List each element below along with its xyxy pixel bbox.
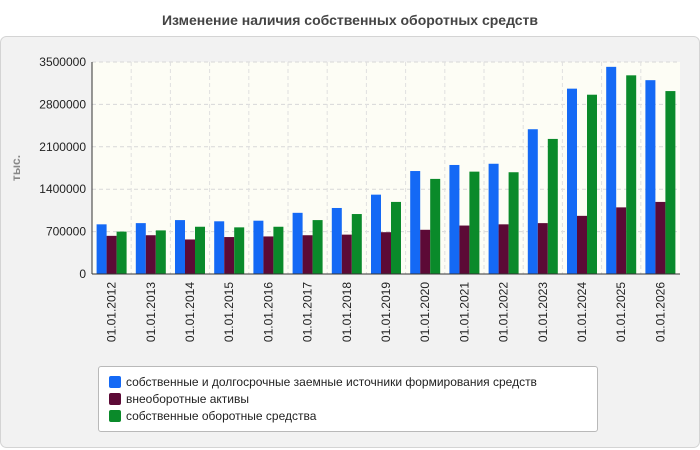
bar-3-01.01.2013 (155, 230, 166, 274)
bar-2-01.01.2016 (263, 236, 274, 274)
y-tick-label: 2100000 (39, 140, 86, 154)
x-tick-label: 01.01.2018 (340, 282, 354, 342)
bar-3-01.01.2021 (469, 171, 480, 274)
bar-1-01.01.2019 (371, 194, 381, 274)
legend: собственные и долгосрочные заемные источ… (98, 366, 598, 432)
bar-3-01.01.2023 (547, 138, 558, 274)
bar-3-01.01.2018 (351, 214, 362, 274)
x-tick-label: 01.01.2025 (614, 282, 628, 342)
bar-1-01.01.2021 (449, 164, 460, 274)
bar-1-01.01.2023 (527, 129, 538, 274)
bar-1-01.01.2012 (96, 224, 107, 274)
bar-1-01.01.2024 (567, 88, 577, 274)
legend-swatch-1 (109, 375, 121, 388)
bar-3-01.01.2012 (116, 231, 127, 274)
x-tick-label: 01.01.2012 (105, 282, 119, 342)
bar-3-01.01.2015 (234, 227, 245, 274)
bar-2-01.01.2026 (655, 201, 666, 274)
legend-swatch-2 (109, 392, 121, 405)
bar-2-01.01.2025 (616, 207, 627, 274)
x-tick-label: 01.01.2014 (183, 282, 197, 342)
bar-3-01.01.2026 (665, 91, 676, 275)
bar-2-01.01.2023 (537, 223, 548, 274)
legend-item-3: собственные оборотные средства (109, 407, 587, 424)
bar-2-01.01.2021 (459, 225, 470, 274)
x-tick-label: 01.01.2017 (301, 282, 315, 342)
bar-3-01.01.2017 (312, 220, 323, 274)
bar-2-01.01.2017 (302, 235, 313, 274)
y-tick-label: 3500000 (39, 55, 86, 69)
bar-2-01.01.2022 (498, 224, 509, 274)
bar-2-01.01.2014 (185, 239, 195, 274)
bar-1-01.01.2016 (253, 220, 264, 274)
bar-2-01.01.2020 (420, 229, 431, 274)
bar-3-01.01.2020 (430, 178, 441, 274)
x-tick-label: 01.01.2024 (575, 282, 589, 342)
x-tick-label: 01.01.2021 (457, 282, 471, 342)
bar-2-01.01.2012 (106, 235, 117, 274)
bar-3-01.01.2024 (587, 94, 597, 274)
bar-1-01.01.2026 (645, 80, 656, 275)
bar-3-01.01.2022 (508, 172, 519, 274)
x-tick-label: 01.01.2020 (418, 282, 432, 342)
bar-3-01.01.2019 (391, 201, 401, 274)
y-tick-label: 700000 (46, 225, 86, 239)
y-tick-label: 2800000 (39, 97, 86, 111)
bar-2-01.01.2013 (145, 235, 156, 274)
bar-1-01.01.2020 (410, 171, 421, 274)
x-tick-label: 01.01.2016 (261, 282, 275, 342)
x-tick-label: 01.01.2015 (222, 282, 236, 342)
bar-3-01.01.2016 (273, 226, 284, 274)
legend-item-1: собственные и долгосрочные заемные источ… (109, 373, 587, 390)
bar-1-01.01.2018 (331, 207, 342, 274)
bar-3-01.01.2025 (626, 75, 637, 274)
y-axis-label: тыс. (9, 155, 23, 181)
bar-1-01.01.2015 (214, 221, 225, 274)
bar-1-01.01.2013 (135, 223, 146, 274)
x-tick-label: 01.01.2026 (653, 282, 667, 342)
bar-2-01.01.2024 (577, 215, 587, 274)
legend-label-1: собственные и долгосрочные заемные источ… (126, 374, 537, 389)
legend-item-2: внеоборотные активы (109, 390, 587, 407)
bar-1-01.01.2025 (606, 66, 617, 275)
x-tick-label: 01.01.2013 (144, 282, 158, 342)
bar-1-01.01.2017 (292, 212, 303, 274)
bar-2-01.01.2019 (381, 232, 391, 274)
y-tick-label: 1400000 (39, 182, 86, 196)
x-tick-label: 01.01.2019 (379, 282, 393, 342)
chart-title: Изменение наличия собственных оборотных … (161, 12, 539, 28)
bar-1-01.01.2014 (175, 220, 185, 274)
legend-swatch-3 (109, 409, 121, 422)
legend-label-3: собственные оборотные средства (126, 408, 317, 423)
y-tick-label: 0 (79, 267, 86, 281)
x-tick-label: 01.01.2022 (497, 282, 511, 342)
bar-3-01.01.2014 (195, 226, 205, 274)
bar-2-01.01.2015 (224, 237, 235, 274)
bar-2-01.01.2018 (341, 234, 352, 274)
x-tick-label: 01.01.2023 (536, 282, 550, 342)
bar-1-01.01.2022 (488, 163, 499, 274)
legend-label-2: внеоборотные активы (126, 391, 249, 406)
